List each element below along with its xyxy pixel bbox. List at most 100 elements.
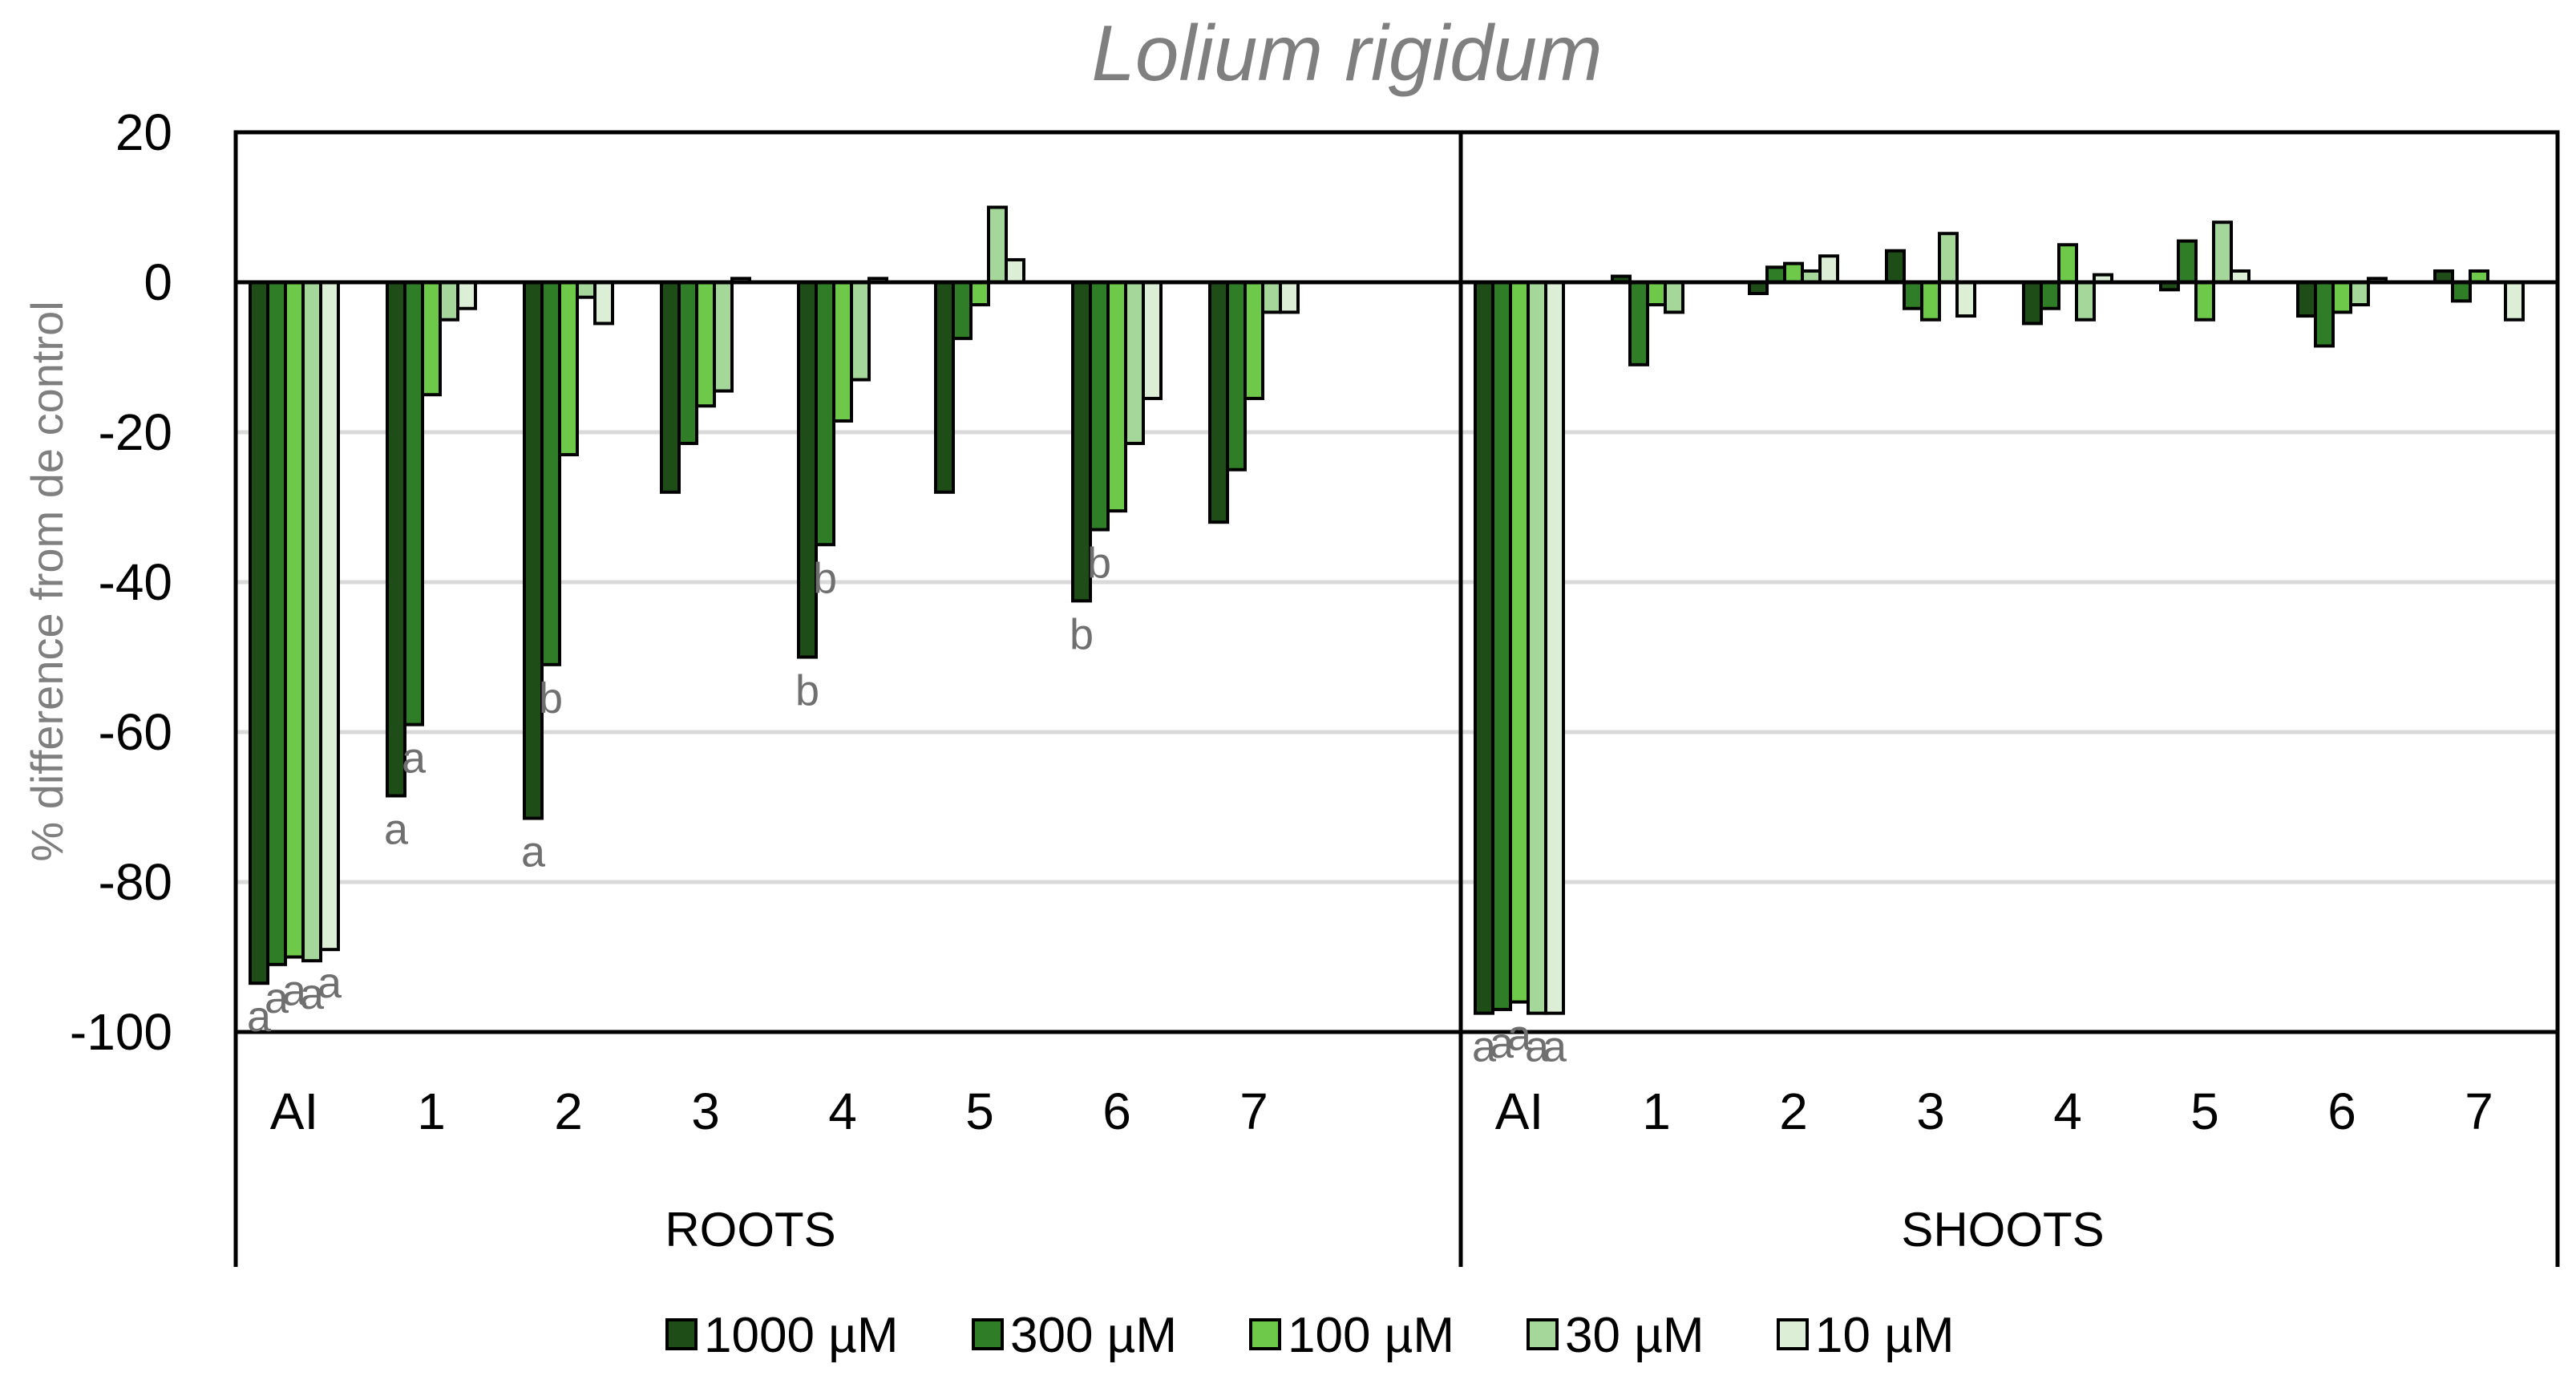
y-tick-label: 20 xyxy=(115,103,172,161)
bar xyxy=(1142,281,1163,400)
bar xyxy=(1765,265,1786,284)
bar xyxy=(1509,281,1530,1004)
significance-label: a xyxy=(384,805,409,853)
legend-label: 1000 µM xyxy=(704,1308,899,1363)
significance-label: a xyxy=(1507,1012,1532,1060)
legend-swatch xyxy=(972,1318,1004,1350)
bar xyxy=(1261,281,1282,314)
significance-label: a xyxy=(282,967,307,1015)
significance-label: b xyxy=(539,674,563,722)
bar xyxy=(1664,281,1684,314)
legend-label: 30 µM xyxy=(1565,1308,1705,1363)
bar xyxy=(523,281,544,820)
bar xyxy=(815,281,835,547)
x-tick-label: 5 xyxy=(2190,1082,2219,1140)
x-tick-label: 5 xyxy=(965,1082,994,1140)
chart-title: Lolium rigidum xyxy=(1091,9,1602,97)
legend-label: 10 µM xyxy=(1815,1308,1955,1363)
bar xyxy=(2177,239,2198,285)
x-tick-label: 7 xyxy=(1239,1082,1268,1140)
x-tick-label: 3 xyxy=(1916,1082,1945,1140)
significance-label: a xyxy=(1543,1023,1567,1071)
bar xyxy=(1208,281,1229,524)
bar xyxy=(969,281,990,307)
significance-label: a xyxy=(265,974,289,1022)
y-axis-label: % difference from de control xyxy=(22,301,72,861)
bar xyxy=(2057,243,2078,284)
bar xyxy=(1244,281,1264,400)
bar xyxy=(2075,281,2096,322)
significance-label: b xyxy=(795,667,819,715)
legend-swatch xyxy=(1249,1318,1281,1350)
bar xyxy=(1938,232,1959,285)
significance-label: a xyxy=(1525,1023,1550,1071)
bar xyxy=(540,281,561,666)
bar xyxy=(1005,257,1025,285)
bar xyxy=(1491,281,1512,1011)
x-tick-label: 2 xyxy=(1779,1082,1808,1140)
bar xyxy=(421,281,442,397)
bars xyxy=(249,205,2525,1015)
significance-label: a xyxy=(247,993,272,1041)
group-label: SHOOTS xyxy=(1901,1203,2104,1256)
bar xyxy=(2504,281,2525,322)
x-tick-label: AI xyxy=(270,1082,318,1140)
y-tick-label: 0 xyxy=(144,253,172,311)
y-tick-label: -40 xyxy=(99,553,173,611)
bar xyxy=(1474,281,1494,1015)
y-tick-label: -100 xyxy=(70,1003,172,1061)
significance-label: a xyxy=(1490,1019,1514,1067)
bar xyxy=(2349,281,2370,307)
bar xyxy=(2022,281,2043,326)
gridlines xyxy=(236,430,2558,884)
bar xyxy=(713,281,734,393)
bar xyxy=(850,281,871,382)
bar xyxy=(319,281,340,952)
bar xyxy=(2040,281,2060,310)
bar xyxy=(439,281,459,322)
x-tick-label: 2 xyxy=(554,1082,583,1140)
bar xyxy=(558,281,579,457)
bar xyxy=(677,281,698,446)
bar xyxy=(1089,281,1110,532)
bar xyxy=(576,281,596,299)
x-tick-label: 4 xyxy=(828,1082,857,1140)
y-tick-label: -60 xyxy=(99,703,173,761)
bar xyxy=(1818,254,1839,284)
bar xyxy=(1955,281,1976,318)
bar xyxy=(403,281,424,726)
bar xyxy=(1124,281,1145,446)
x-tick-label: 6 xyxy=(1102,1082,1131,1140)
x-tick-label: 1 xyxy=(1642,1082,1671,1140)
x-tick-label: 3 xyxy=(691,1082,720,1140)
bar xyxy=(301,281,322,963)
plot-frame xyxy=(233,130,2560,1034)
bar xyxy=(1527,281,1547,1015)
bar xyxy=(1783,261,1804,284)
significance-label: b xyxy=(813,554,837,602)
bar xyxy=(1628,281,1649,366)
significance-label: a xyxy=(402,734,427,783)
significance-label: a xyxy=(1472,1023,1497,1071)
bar xyxy=(2451,281,2472,303)
bar xyxy=(1106,281,1127,513)
y-tick-label: -80 xyxy=(99,853,173,911)
bar xyxy=(1903,281,1923,310)
bar xyxy=(1544,281,1565,1015)
bar xyxy=(987,205,1008,284)
bar xyxy=(593,281,614,326)
bar xyxy=(934,281,955,494)
x-tick-label: 7 xyxy=(2465,1082,2493,1140)
x-tick-label: 6 xyxy=(2327,1082,2356,1140)
legend-swatch xyxy=(1527,1318,1559,1350)
bar xyxy=(249,281,269,985)
bar xyxy=(2314,281,2335,348)
bar xyxy=(2212,221,2233,285)
bar xyxy=(2296,281,2317,318)
legend-label: 100 µM xyxy=(1288,1308,1454,1363)
bar xyxy=(1920,281,1941,322)
x-tick-label: 4 xyxy=(2053,1082,2082,1140)
bar xyxy=(1279,281,1300,314)
x-tick-label: 1 xyxy=(417,1082,446,1140)
